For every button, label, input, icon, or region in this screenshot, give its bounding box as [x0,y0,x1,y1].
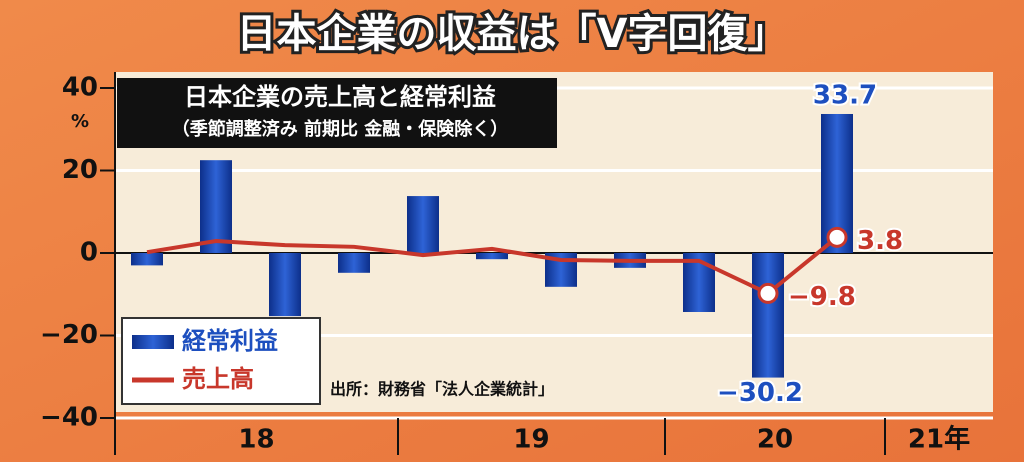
x-group-label: 20 [757,425,793,455]
data-label: 3.8 [857,226,903,256]
y-tick-label: −20 [40,320,98,350]
bar [476,253,508,260]
x-group-label: 21年 [908,424,970,455]
legend-label: 経常利益 [182,327,278,355]
legend-swatch [132,335,174,349]
legend-label: 売上高 [182,365,254,393]
chart-title: 日本企業の売上高と経常利益 [184,83,496,111]
x-group-label: 18 [238,425,274,455]
data-label: −30.2 [717,378,803,408]
bar [338,253,370,273]
point [757,282,779,304]
legend [121,317,321,405]
bar [407,196,439,253]
chart-title-box [117,78,557,148]
page-title: 日本企業の収益は「V字回復」 [237,11,788,57]
chart-subtitle: （季節調整済み 前期比 金融・保険除く） [172,118,509,140]
line [146,235,839,296]
data-label: −9.8 [788,282,856,312]
y-tick-label: 40 [62,73,98,103]
y-tick-label: 0 [80,238,98,268]
y-tick-label: −40 [40,403,98,433]
data-label: 33.7 [813,80,877,110]
y-tick-label: 20 [62,155,98,185]
source: 出所：財務省「法人企業統計」 [330,380,554,399]
bar [200,160,232,253]
point [826,226,848,248]
y-unit: % [71,111,89,132]
bar [269,253,301,317]
bar [131,253,163,266]
bar [752,253,784,378]
x-group-label: 19 [513,425,549,455]
